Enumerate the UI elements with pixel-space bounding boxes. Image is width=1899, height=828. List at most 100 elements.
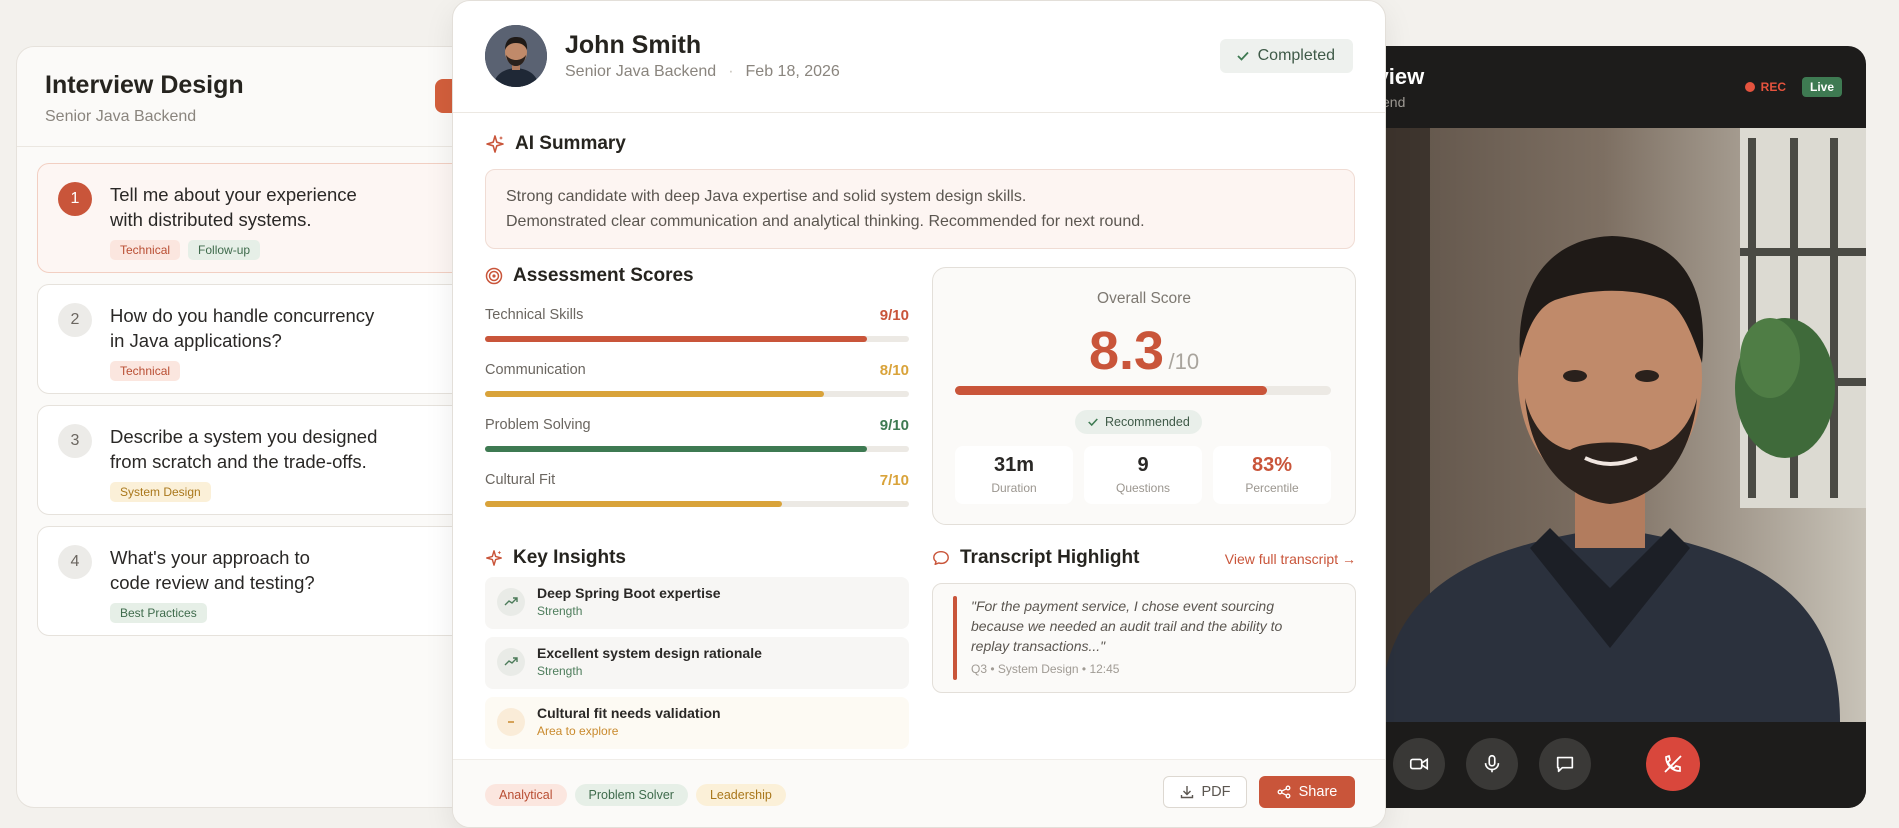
score-bar-fill	[485, 391, 825, 397]
score-label: Problem Solving	[485, 417, 591, 433]
download-icon	[1180, 786, 1193, 799]
question-tags: Technical	[110, 361, 454, 381]
insight-item: Cultural fit needs validation Area to ex…	[485, 697, 909, 749]
mic-icon	[1484, 754, 1500, 773]
quote-accent-bar	[953, 596, 957, 680]
assessment-scores-section: Assessment Scores Technical Skills 9/10 C…	[485, 265, 909, 507]
score-bar	[485, 446, 909, 452]
overall-score: 8.3 /10	[933, 320, 1355, 382]
candidate-role: Senior Java Backend	[565, 63, 717, 80]
question-item-3[interactable]: 3 Describe a system you designed from scr…	[37, 405, 475, 515]
question-item-4[interactable]: 4 What's your approach to code review and…	[37, 526, 475, 636]
trait-tags: Analytical Problem Solver Leadership	[485, 784, 786, 806]
tag-analytical: Analytical	[485, 784, 567, 806]
tag-technical: Technical	[110, 361, 181, 381]
check-icon	[1088, 418, 1098, 427]
question-text: Describe a system you designed from scrat…	[110, 426, 378, 472]
question-tags: Best Practices	[110, 603, 454, 623]
candidate-video-image	[1340, 128, 1866, 722]
question-number: 4	[58, 545, 92, 579]
transcript-heading: Transcript Highlight	[932, 547, 1356, 569]
insight-item: Deep Spring Boot expertise Strength	[485, 577, 909, 629]
video-call-panel: rview ckend REC Live	[1340, 46, 1866, 808]
score-row: Communication 8/10	[485, 362, 909, 397]
score-row: Problem Solving 9/10	[485, 417, 909, 452]
score-value: 9/10	[879, 307, 909, 324]
score-row: Technical Skills 9/10	[485, 307, 909, 342]
stat-value: 83%	[1251, 454, 1293, 476]
summary-line-1: Strong candidate with deep Java expertis…	[506, 188, 1027, 205]
tag-follow-up: Follow-up	[188, 240, 261, 260]
quote-meta: Q3 • System Design • 12:45	[971, 662, 1120, 676]
candidate-name: John Smith	[565, 31, 702, 59]
sparkle-icon	[486, 135, 504, 153]
overall-score-label: Overall Score	[1097, 290, 1191, 307]
ai-summary-section: AI Summary Strong candidate with deep Ja…	[485, 133, 1355, 249]
status-badge: Completed	[1219, 39, 1353, 73]
download-pdf-button[interactable]: PDF	[1163, 776, 1247, 808]
question-number: 3	[58, 424, 92, 458]
candidate-header: John Smith Senior Java Backend · Feb 18,…	[453, 1, 1385, 113]
key-insights-title: Key Insights	[513, 547, 626, 568]
mic-toggle-button[interactable]	[1466, 738, 1518, 790]
score-label: Technical Skills	[485, 307, 584, 323]
trending-up-icon	[497, 648, 525, 676]
interview-design-title: Interview Design	[45, 71, 244, 99]
insight-title: Deep Spring Boot expertise	[537, 585, 721, 601]
score-bar	[485, 391, 909, 397]
stat-questions: 9 Questions	[1084, 446, 1202, 504]
end-call-button[interactable]	[1646, 737, 1700, 791]
candidate-video-feed	[1340, 128, 1866, 722]
question-tags: Technical Follow-up	[110, 240, 454, 260]
question-text: Tell me about your experience with distri…	[110, 184, 357, 230]
insight-title: Cultural fit needs validation	[537, 705, 721, 721]
end-call-icon	[1664, 754, 1682, 773]
score-label: Communication	[485, 362, 586, 378]
share-icon	[1277, 785, 1291, 799]
insight-type: Strength	[537, 664, 583, 678]
stat-value: 31m	[993, 454, 1035, 476]
stat-value: 9	[1137, 454, 1149, 476]
tag-problem-solver: Problem Solver	[574, 784, 688, 806]
transcript-quote: "For the payment service, I chose event …	[932, 583, 1356, 693]
score-bar-fill	[485, 501, 782, 507]
record-dot-icon	[1744, 82, 1755, 92]
overall-score-max: /10	[1168, 349, 1200, 374]
key-insights-heading: Key Insights	[485, 547, 909, 569]
recommended-badge: Recommended	[1075, 410, 1202, 434]
candidate-avatar-image	[485, 25, 547, 87]
live-badge: Live	[1801, 77, 1842, 97]
question-tags: System Design	[110, 482, 454, 502]
score-row: Cultural Fit 7/10	[485, 472, 909, 507]
meta-separator: ·	[728, 63, 734, 80]
recommended-label: Recommended	[1105, 415, 1190, 429]
insight-type: Strength	[537, 604, 583, 618]
share-button[interactable]: Share	[1259, 776, 1355, 808]
question-item-1[interactable]: 1 Tell me about your experience with dist…	[37, 163, 475, 273]
tag-leadership: Leadership	[695, 784, 786, 806]
chat-button[interactable]	[1539, 738, 1591, 790]
stat-label: Percentile	[1245, 481, 1299, 495]
pdf-label: PDF	[1201, 784, 1231, 800]
arrow-right-icon: →	[1342, 551, 1356, 567]
ai-summary-title: AI Summary	[515, 133, 626, 154]
target-icon	[485, 267, 503, 285]
score-bar-fill	[485, 336, 867, 342]
camera-toggle-button[interactable]	[1393, 738, 1445, 790]
insight-item: Excellent system design rationale Streng…	[485, 637, 909, 689]
rec-label: REC	[1760, 80, 1786, 94]
avatar	[485, 25, 547, 87]
view-full-transcript-link[interactable]: View full transcript →	[1225, 551, 1356, 567]
status-label: Completed	[1257, 47, 1335, 64]
quote-text: "For the payment service, I chose event …	[971, 598, 1283, 654]
transcript-highlight-section: Transcript Highlight View full transcrip…	[932, 547, 1356, 693]
stat-label: Questions	[1115, 481, 1171, 495]
stat-label: Duration	[991, 481, 1037, 495]
share-label: Share	[1298, 784, 1338, 800]
question-text: What's your approach to code review and t…	[110, 547, 315, 593]
video-header: rview ckend REC Live	[1340, 46, 1866, 128]
question-item-2[interactable]: 2 How do you handle concurrency in Java a…	[37, 284, 475, 394]
interview-report-panel: John Smith Senior Java Backend · Feb 18,…	[452, 0, 1386, 828]
score-value: 9/10	[879, 417, 909, 434]
interview-design-panel: Interview Design Senior Java Backend 1 T…	[16, 46, 496, 808]
